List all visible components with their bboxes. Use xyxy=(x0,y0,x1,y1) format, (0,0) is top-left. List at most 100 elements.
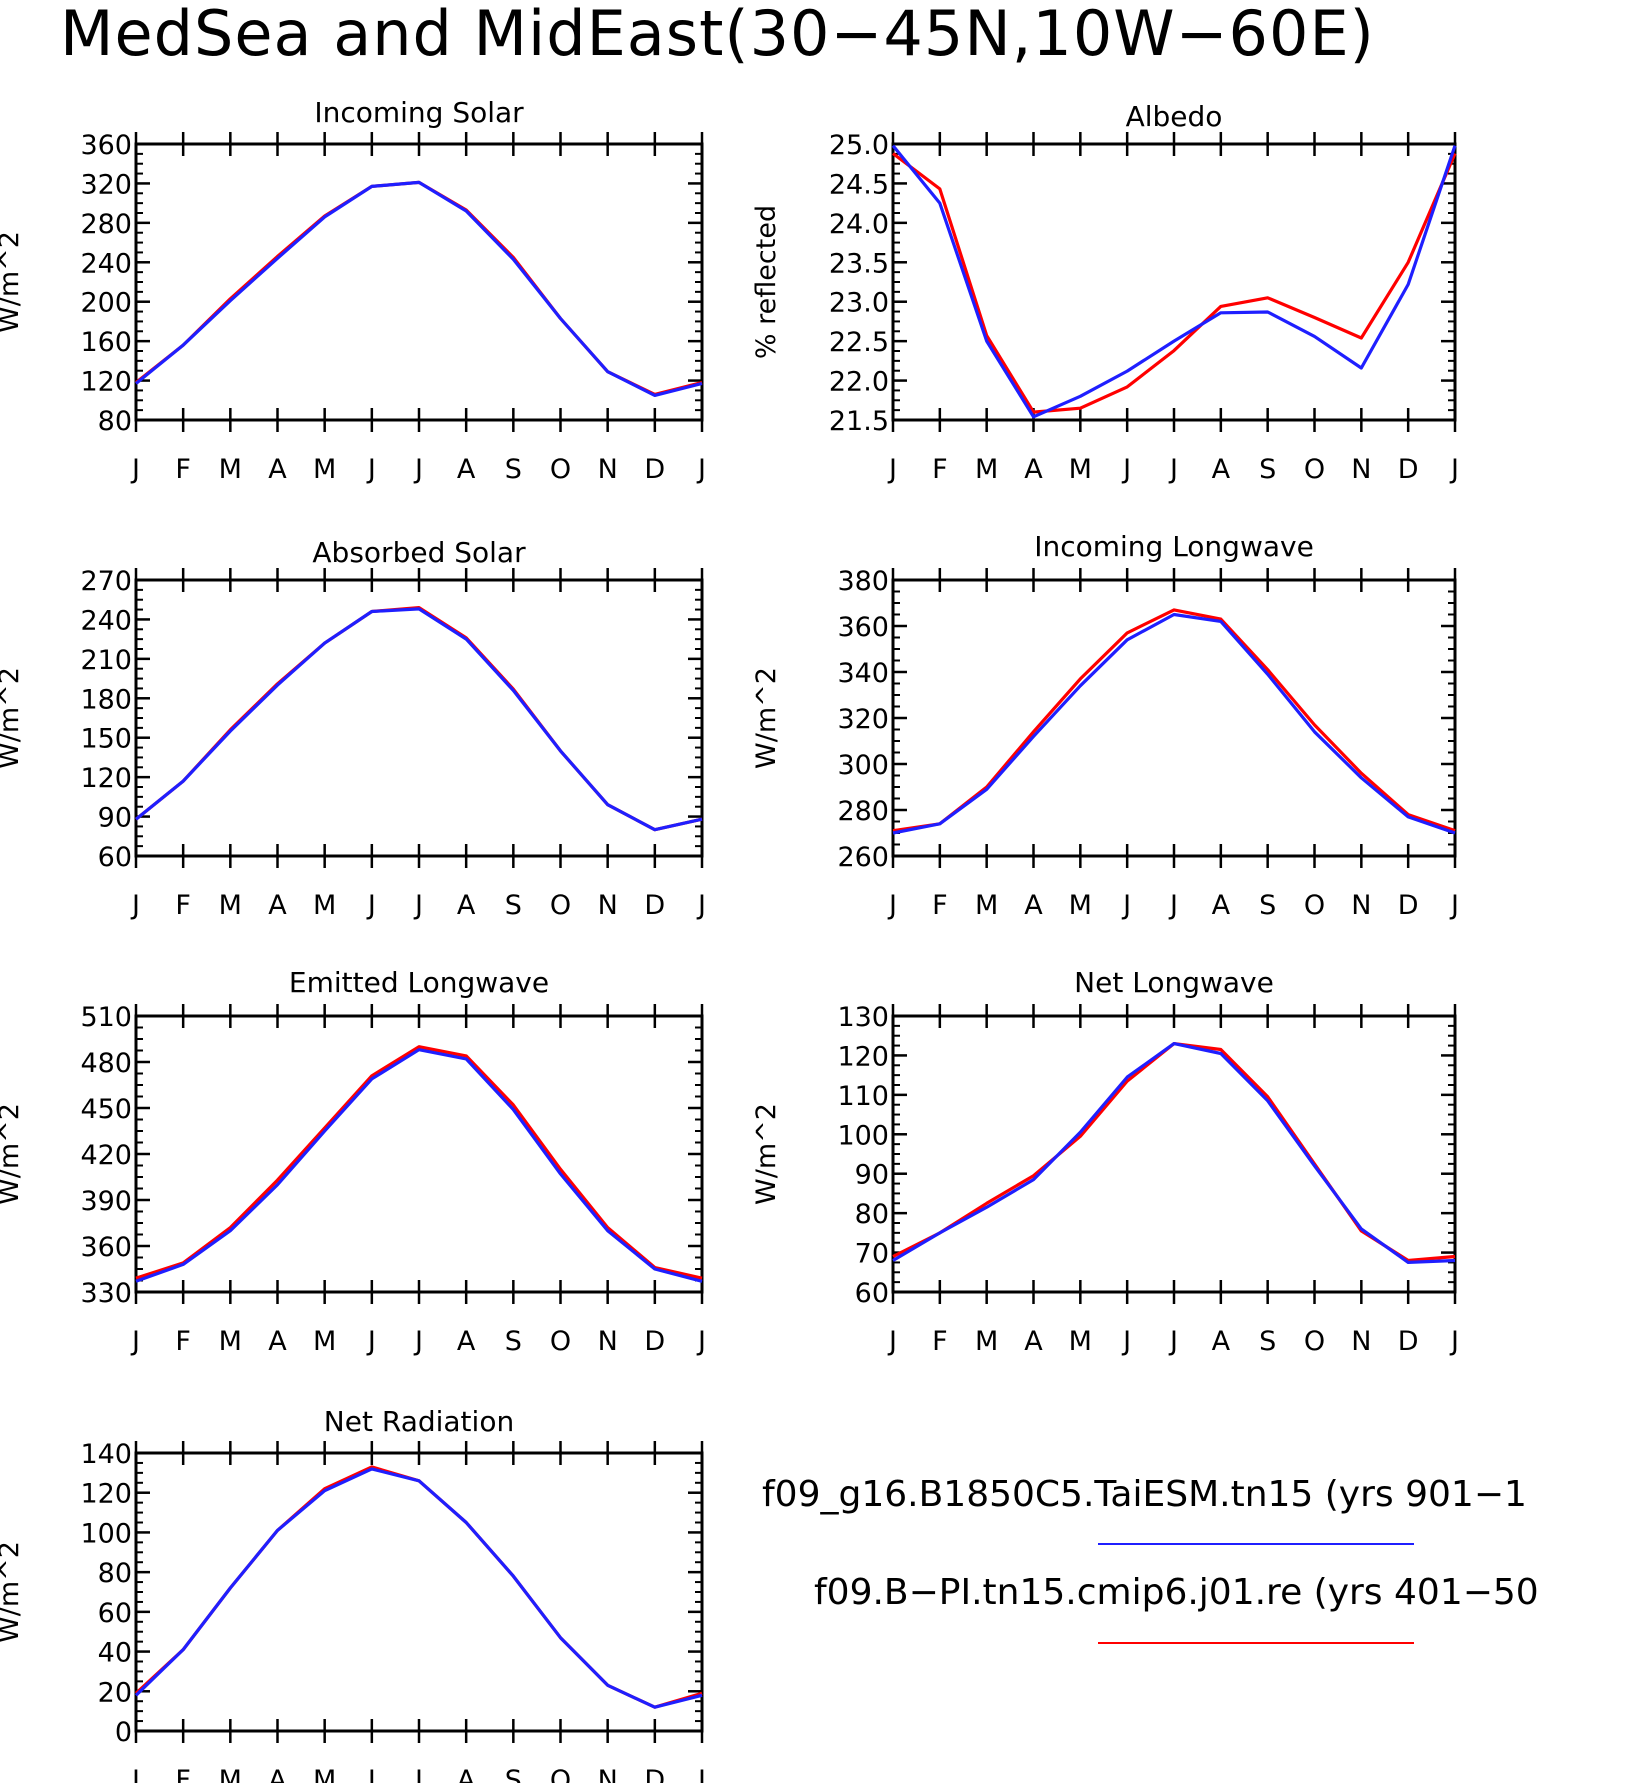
x-tick-label: A xyxy=(1024,454,1043,485)
x-tick-label: A xyxy=(1024,890,1043,921)
series-line-f09-b-pi-tn15-cmip6-j01-re xyxy=(892,1041,1456,1263)
x-tick-label: J xyxy=(887,890,897,921)
x-tick-label: S xyxy=(1259,1326,1276,1357)
panel-absorbed-solar: Absorbed Solar W/m^2 60 90 120 150 180 210 240 27… xyxy=(0,536,706,921)
x-tick-label: J xyxy=(696,890,706,921)
series-line-f09-g16-b1850c5-taiesm-tn15 xyxy=(134,180,703,397)
legend-label-taiesm: f09_g16.B1850C5.TaiESM.tn15 (yrs 901−1 xyxy=(762,1474,1527,1515)
y-tick-label: 160 xyxy=(80,327,132,358)
y-tick-label: 0 xyxy=(115,1717,132,1748)
x-tick-label: D xyxy=(644,1765,665,1783)
panel-incoming-solar: Incoming Solar W/m^2 80 120 160 200 240 280 320 3… xyxy=(0,96,706,485)
x-tick-label: J xyxy=(413,454,423,485)
y-tick-label: 110 xyxy=(837,1081,889,1112)
series-line-f09-g16-b1850c5-taiesm-tn15 xyxy=(891,144,1457,419)
x-tick-label: M xyxy=(313,1326,336,1357)
series-line-f09-g16-b1850c5-taiesm-tn15 xyxy=(134,1467,703,1709)
x-tick-label: M xyxy=(1069,454,1092,485)
y-tick-label: 280 xyxy=(837,796,889,827)
series-line-f09-b-pi-tn15-cmip6-j01-re xyxy=(134,605,703,832)
x-tick-label: J xyxy=(366,1326,376,1357)
x-tick-label: M xyxy=(1069,890,1092,921)
y-tick-label: 420 xyxy=(80,1140,132,1171)
x-tick-label: M xyxy=(219,1326,242,1357)
x-tick-label: J xyxy=(887,454,897,485)
x-tick-label: J xyxy=(696,454,706,485)
x-tick-label: F xyxy=(932,1326,948,1357)
figure-title: MedSea and MidEast(30−45N,10W−60E) xyxy=(60,0,1375,70)
y-tick-label: 80 xyxy=(98,1558,132,1589)
y-tick-label: 60 xyxy=(855,1278,889,1309)
y-tick-label: 140 xyxy=(80,1439,132,1470)
y-tick-label: 240 xyxy=(80,248,132,279)
x-tick-label: D xyxy=(1398,454,1419,485)
x-tick-label: S xyxy=(1259,454,1276,485)
y-tick-label: 240 xyxy=(80,605,132,636)
x-tick-label: J xyxy=(887,1326,897,1357)
y-tick-label: 510 xyxy=(80,1002,132,1033)
x-tick-label: S xyxy=(505,890,522,921)
panel-title: Absorbed Solar xyxy=(312,536,526,569)
x-tick-label: M xyxy=(313,1765,336,1783)
y-tick-label: 22.0 xyxy=(829,367,889,398)
y-tick-label: 24.0 xyxy=(829,209,889,240)
x-tick-label: N xyxy=(1351,454,1371,485)
y-tick-label: 20 xyxy=(98,1677,132,1708)
x-tick-label: A xyxy=(268,454,287,485)
y-axis-label: W/m^2 xyxy=(0,1541,25,1643)
x-tick-label: N xyxy=(598,1765,618,1783)
x-tick-label: F xyxy=(175,1326,191,1357)
y-tick-label: 300 xyxy=(837,750,889,781)
x-tick-label: A xyxy=(457,890,476,921)
x-tick-label: D xyxy=(1398,890,1419,921)
y-tick-label: 210 xyxy=(80,645,132,676)
x-tick-label: A xyxy=(457,1765,476,1783)
y-tick-label: 70 xyxy=(855,1239,889,1270)
plot-frame xyxy=(134,1014,704,1294)
x-tick-label: O xyxy=(1304,454,1325,485)
y-tick-label: 380 xyxy=(837,566,889,597)
y-tick-label: 60 xyxy=(98,1598,132,1629)
y-tick-label: 150 xyxy=(80,724,132,755)
series-line-f09-b-pi-tn15-cmip6-j01-re xyxy=(892,152,1457,414)
y-axis-label: W/m^2 xyxy=(751,1103,782,1205)
y-axis-label: W/m^2 xyxy=(751,667,782,769)
panel-title: Net Radiation xyxy=(324,1405,514,1438)
x-tick-label: N xyxy=(598,1326,618,1357)
plot-frame xyxy=(891,578,1457,858)
x-tick-label: J xyxy=(130,890,140,921)
panel-group: Incoming SolarW/m^2801201602002402803203… xyxy=(0,96,1459,1783)
y-tick-label: 480 xyxy=(80,1048,132,1079)
y-tick-label: 23.5 xyxy=(829,248,889,279)
y-tick-label: 22.5 xyxy=(829,327,889,358)
x-tick-label: J xyxy=(366,454,376,485)
y-tick-label: 320 xyxy=(837,704,889,735)
y-tick-label: 80 xyxy=(98,406,132,437)
plot-frame xyxy=(891,1014,1457,1294)
panel-title: Net Longwave xyxy=(1074,966,1274,999)
x-tick-label: J xyxy=(413,890,423,921)
x-tick-label: J xyxy=(696,1326,706,1357)
x-tick-label: D xyxy=(1398,1326,1419,1357)
x-tick-label: F xyxy=(175,890,191,921)
x-tick-label: J xyxy=(1449,1326,1459,1357)
y-axis-label: W/m^2 xyxy=(0,1103,25,1205)
x-tick-label: J xyxy=(413,1765,423,1783)
x-tick-label: N xyxy=(598,454,618,485)
x-tick-label: J xyxy=(1168,890,1178,921)
y-tick-label: 100 xyxy=(80,1518,132,1549)
y-tick-label: 90 xyxy=(855,1160,889,1191)
x-tick-label: M xyxy=(975,454,998,485)
plot-frame xyxy=(134,578,704,858)
legend-label-bpi: f09.B−PI.tn15.cmip6.j01.re (yrs 401−50 xyxy=(814,1572,1539,1613)
panel-title: Emitted Longwave xyxy=(289,966,549,999)
x-tick-label: O xyxy=(550,890,571,921)
y-tick-label: 120 xyxy=(80,367,132,398)
x-tick-label: S xyxy=(505,1326,522,1357)
y-tick-label: 25.0 xyxy=(829,130,889,161)
y-tick-label: 280 xyxy=(80,209,132,240)
x-tick-label: J xyxy=(130,454,140,485)
x-tick-label: N xyxy=(598,890,618,921)
